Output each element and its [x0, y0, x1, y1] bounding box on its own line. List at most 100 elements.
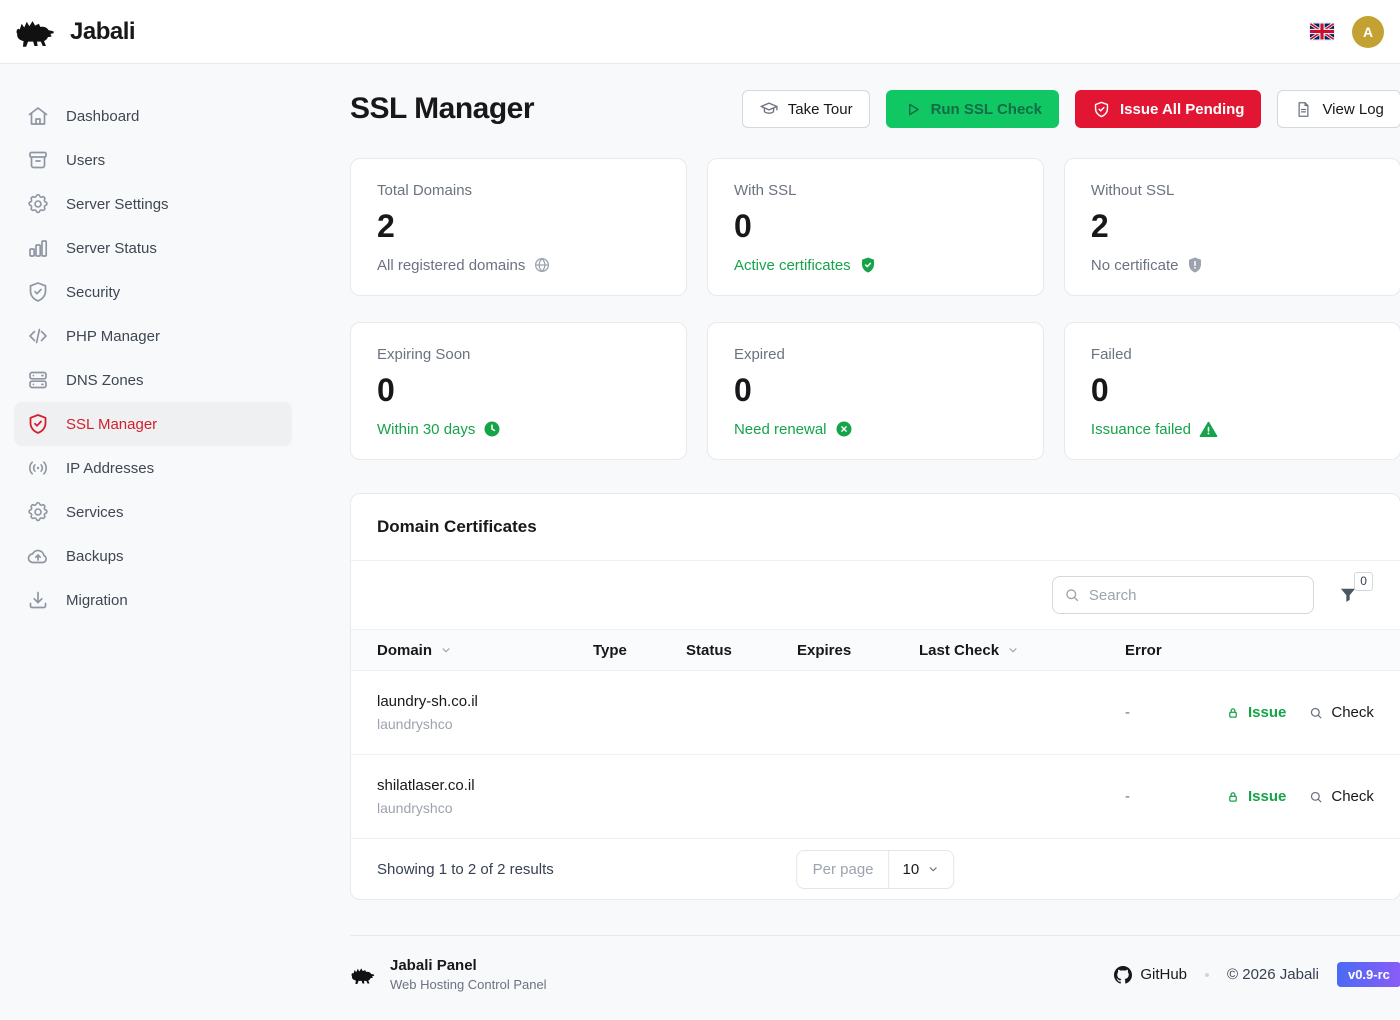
domain-name: shilatlaser.co.il	[377, 777, 475, 794]
results-summary: Showing 1 to 2 of 2 results	[377, 860, 554, 878]
sidebar-item-label: Server Settings	[66, 195, 169, 213]
chevron-down-icon	[1006, 643, 1020, 657]
per-page-select[interactable]: Per page 10	[796, 849, 955, 889]
sidebar-item-label: Dashboard	[66, 107, 140, 125]
stat-card-expiring-soon: Expiring Soon 0 Within 30 days	[350, 322, 687, 460]
stats-grid: Total Domains 2 All registered domains W…	[350, 158, 1400, 460]
github-icon	[1114, 965, 1133, 984]
stat-card-expired: Expired 0 Need renewal	[706, 322, 1044, 460]
sidebar: Dashboard Users Server Settings Server S…	[0, 64, 306, 642]
stat-subtitle: Need renewal	[733, 420, 827, 438]
shield-check-icon	[26, 280, 50, 304]
funnel-icon	[1338, 585, 1358, 605]
table-footer: Showing 1 to 2 of 2 results Per page 10	[351, 839, 1400, 899]
table-row: shilatlaser.co.il laundryshco - Issue Ch…	[351, 755, 1400, 839]
play-icon	[903, 100, 922, 119]
clock-badge-icon	[483, 420, 501, 438]
gear-icon	[26, 500, 50, 524]
graduation-cap-icon	[759, 99, 779, 119]
sidebar-item-server-settings[interactable]: Server Settings	[14, 182, 292, 226]
sidebar-item-label: Security	[66, 283, 121, 301]
cell-error: -	[1125, 788, 1130, 805]
sidebar-item-label: PHP Manager	[66, 327, 160, 345]
stat-label: Without SSL	[1090, 182, 1175, 199]
issue-link[interactable]: Issue	[1225, 788, 1286, 805]
search-icon	[1063, 586, 1081, 604]
check-link[interactable]: Check	[1308, 704, 1374, 721]
sidebar-item-label: Backups	[66, 547, 124, 565]
filter-count-badge: 0	[1354, 572, 1373, 591]
issue-link[interactable]: Issue	[1225, 704, 1286, 721]
domain-owner: laundryshco	[377, 800, 453, 816]
stat-value: 0	[377, 372, 395, 408]
github-link[interactable]: GitHub	[1114, 965, 1188, 984]
boar-logo-icon	[350, 965, 378, 985]
column-header-error[interactable]: Error	[1125, 641, 1162, 659]
archive-box-icon	[26, 148, 50, 172]
magnifier-icon	[1308, 705, 1324, 721]
dot-separator	[1205, 972, 1210, 977]
sidebar-item-label: Services	[66, 503, 124, 521]
domain-certificates-panel: Domain Certificates 0 Domain Type Status	[350, 493, 1400, 900]
sidebar-item-migration[interactable]: Migration	[14, 578, 292, 622]
bar-chart-icon	[26, 236, 50, 260]
shield-check-badge-icon	[859, 256, 877, 274]
run-ssl-check-button[interactable]: Run SSL Check	[885, 90, 1059, 128]
stat-label: Total Domains	[377, 182, 473, 199]
issue-all-pending-label: Issue All Pending	[1119, 100, 1245, 118]
shield-check-icon	[26, 412, 50, 436]
filter-button[interactable]: 0	[1338, 572, 1373, 605]
stat-card-with-ssl: With SSL 0 Active certificates	[706, 158, 1044, 296]
sidebar-item-security[interactable]: Security	[14, 270, 292, 314]
column-header-last-check[interactable]: Last Check	[919, 642, 1125, 659]
sidebar-item-services[interactable]: Services	[14, 490, 292, 534]
stat-card-failed: Failed 0 Issuance failed	[1063, 322, 1400, 460]
table-row: laundry-sh.co.il laundryshco - Issue Che…	[351, 671, 1400, 755]
issue-all-pending-button[interactable]: Issue All Pending	[1074, 90, 1262, 128]
sidebar-item-users[interactable]: Users	[14, 138, 292, 182]
cloud-arrow-up-icon	[26, 544, 50, 568]
brand-name: Jabali	[70, 17, 136, 45]
check-link[interactable]: Check	[1308, 788, 1374, 805]
sidebar-item-server-status[interactable]: Server Status	[14, 226, 292, 270]
sidebar-item-php-manager[interactable]: PHP Manager	[14, 314, 292, 358]
footer-brand: Jabali Panel	[390, 957, 477, 974]
take-tour-button[interactable]: Take Tour	[741, 90, 870, 128]
column-header-type[interactable]: Type	[593, 641, 627, 659]
boar-logo-icon	[14, 16, 60, 48]
sidebar-item-ip-addresses[interactable]: IP Addresses	[14, 446, 292, 490]
table-header-row: Domain Type Status Expires Last Check Er…	[351, 629, 1400, 671]
top-bar: Jabali A	[0, 0, 1400, 64]
sidebar-item-ssl-manager[interactable]: SSL Manager	[14, 402, 292, 446]
stat-value: 0	[733, 208, 752, 244]
stat-card-without-ssl: Without SSL 2 No certificate	[1063, 158, 1400, 296]
stat-subtitle: Issuance failed	[1090, 421, 1191, 438]
copyright: © 2026 Jabali	[1227, 966, 1319, 983]
stat-card-total-domains: Total Domains 2 All registered domains	[350, 158, 687, 296]
sidebar-item-dns-zones[interactable]: DNS Zones	[14, 358, 292, 402]
sidebar-item-backups[interactable]: Backups	[14, 534, 292, 578]
document-icon	[1294, 100, 1313, 119]
sidebar-item-label: Users	[66, 151, 106, 169]
stat-label: Expired	[733, 346, 785, 363]
search-input[interactable]	[1051, 576, 1314, 614]
sidebar-item-label: SSL Manager	[66, 415, 158, 433]
brand-logo[interactable]: Jabali	[14, 16, 136, 48]
view-log-button[interactable]: View Log	[1277, 90, 1400, 128]
chevron-down-icon	[926, 862, 940, 876]
sidebar-item-dashboard[interactable]: Dashboard	[14, 94, 292, 138]
signal-icon	[26, 456, 50, 480]
shield-alert-badge-icon	[1186, 256, 1204, 274]
stat-value: 2	[1090, 208, 1109, 244]
panel-title: Domain Certificates	[351, 494, 1400, 561]
github-label: GitHub	[1140, 966, 1188, 983]
stat-subtitle: All registered domains	[377, 256, 526, 274]
stat-label: Expiring Soon	[377, 346, 471, 363]
avatar[interactable]: A	[1352, 15, 1384, 48]
uk-flag-icon[interactable]	[1310, 23, 1334, 40]
column-header-domain[interactable]: Domain	[377, 642, 593, 659]
version-badge: v0.9-rc	[1336, 962, 1400, 987]
column-header-expires[interactable]: Expires	[797, 641, 852, 659]
stat-label: With SSL	[733, 182, 797, 199]
column-header-status[interactable]: Status	[686, 641, 732, 659]
